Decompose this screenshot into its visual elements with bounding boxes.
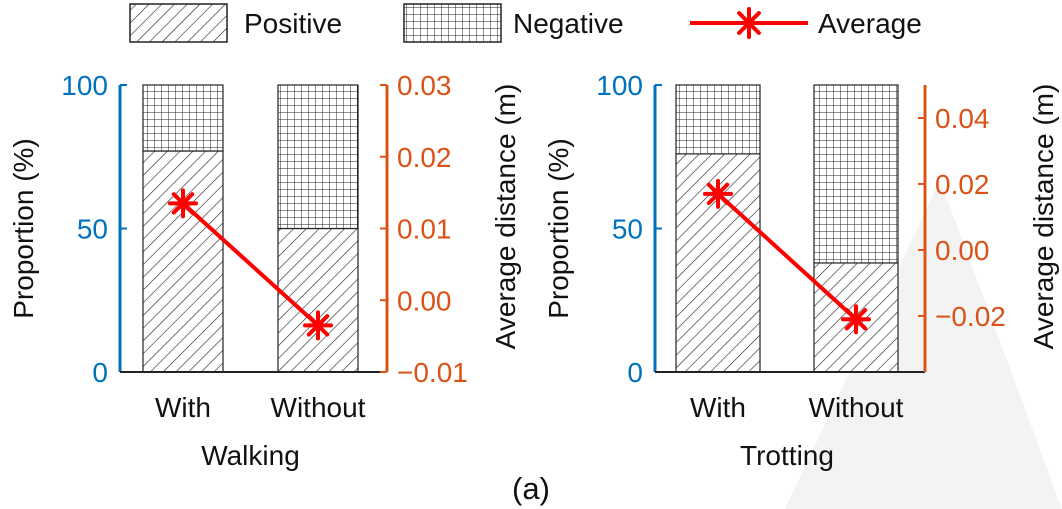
x-tick-label-without: Without — [271, 392, 366, 423]
legend-swatch-positive — [129, 3, 228, 43]
left-y-tick-label: 0 — [92, 357, 108, 388]
chart-legend: Positive Negative Average — [129, 3, 922, 43]
right-y-tick-label: 0.04 — [935, 103, 990, 134]
figure-caption: (a) — [512, 471, 550, 506]
bar-negative-without — [277, 84, 359, 230]
right-y-axis-title: Average distance (m) — [490, 84, 521, 350]
right-y-tick-label: 0.01 — [397, 214, 452, 245]
right-y-tick-label: −0.02 — [935, 301, 1006, 332]
average-line — [181, 201, 320, 327]
left-y-tick-label: 50 — [77, 214, 108, 245]
left-y-tick-label: 100 — [596, 70, 643, 101]
x-tick-label-with: With — [690, 392, 746, 423]
x-axis-title: Trotting — [740, 440, 834, 471]
average-line — [716, 192, 858, 321]
legend-label-negative: Negative — [513, 8, 624, 39]
bar-negative-with — [142, 84, 224, 152]
average-point-without — [303, 310, 333, 341]
right-y-tick-label: −0.01 — [397, 357, 468, 388]
left-y-tick-label: 50 — [612, 214, 643, 245]
bar-negative-with — [675, 84, 761, 155]
chart-panel-1: With Without 0 50 100 −0.01 0.00 0.01 0.02 0.03 Pr… — [8, 70, 521, 471]
left-y-tick-label: 0 — [627, 357, 643, 388]
bar-negative-without — [813, 84, 899, 264]
average-point-with — [703, 178, 733, 209]
legend-label-average: Average — [818, 8, 922, 39]
legend-label-positive: Positive — [244, 8, 342, 39]
chart-panel-2: With Without 0 50 100 −0.02 0.00 0.02 0.04 Propor… — [543, 70, 1059, 471]
legend-marker-average — [733, 7, 765, 39]
right-y-tick-label: 0.02 — [935, 169, 990, 200]
x-tick-label-with: With — [155, 392, 211, 423]
left-y-axis-title: Proportion (%) — [543, 138, 574, 319]
average-point-with — [168, 188, 198, 219]
right-y-axis-title: Average distance (m) — [1028, 84, 1059, 350]
right-y-tick-label: 0.02 — [397, 142, 452, 173]
x-axis-title: Walking — [201, 440, 300, 471]
average-point-without — [841, 304, 871, 335]
right-y-tick-label: 0.00 — [397, 285, 452, 316]
left-y-axis-title: Proportion (%) — [8, 138, 39, 319]
bar-positive-with — [142, 150, 224, 373]
left-y-tick-label: 100 — [61, 70, 108, 101]
legend-swatch-negative — [403, 3, 502, 43]
right-y-tick-label: 0.00 — [935, 235, 990, 266]
right-y-tick-label: 0.03 — [397, 70, 452, 101]
x-tick-label-without: Without — [809, 392, 904, 423]
